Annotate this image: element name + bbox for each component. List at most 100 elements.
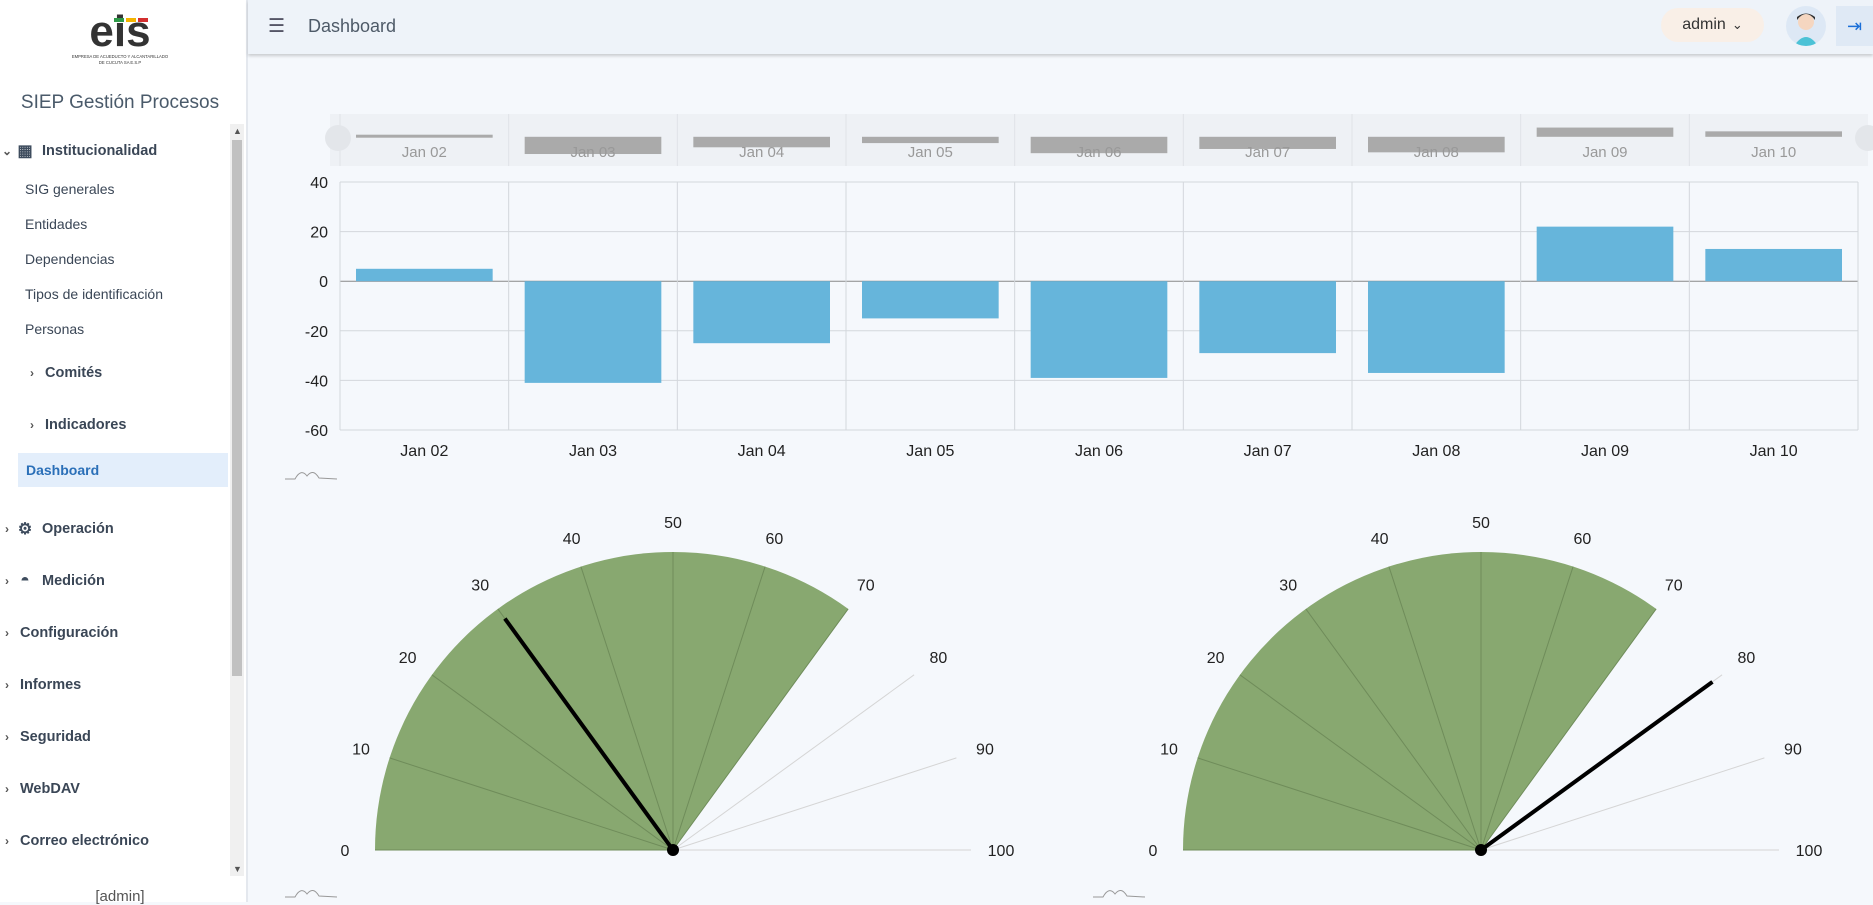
x-tick-label: Jan 07: [1244, 443, 1292, 460]
sidebar-item-indicadores[interactable]: › Indicadores: [0, 408, 228, 442]
user-label: admin: [1682, 16, 1726, 33]
gauge-band: [1183, 552, 1657, 850]
x-tick-label: Jan 02: [400, 443, 448, 460]
gauge-tick-label: 80: [1737, 650, 1755, 667]
gauge-tick-label: 50: [664, 515, 682, 532]
navigator-tick-label: Jan 10: [1751, 144, 1796, 161]
navigator-bar: [693, 136, 830, 148]
gauge-tick-label: 60: [1573, 531, 1591, 548]
chart-thumbnail-icon: [285, 884, 338, 898]
gauge-tick-label: 100: [988, 843, 1015, 860]
scroll-down-icon[interactable]: ▼: [233, 864, 242, 874]
bar: [693, 281, 830, 344]
gauge-tick-label: 70: [857, 578, 875, 595]
gauge-tick-line: [389, 757, 674, 851]
sidebar-item-seguridad[interactable]: › Seguridad: [0, 720, 228, 754]
top-header: ☰ Dashboard admin ⌄ ⇥: [248, 0, 1873, 54]
x-tick-label: Jan 10: [1750, 443, 1798, 460]
sidebar-item-label: Dependencias: [25, 251, 115, 267]
navigator-tick-label: Jan 06: [1076, 144, 1121, 161]
y-tick-label: 0: [319, 274, 328, 291]
sidebar-item-label: Configuración: [20, 625, 119, 641]
y-tick-label: -60: [305, 423, 328, 440]
gauge-tick-label: 70: [1665, 578, 1683, 595]
sidebar-menu: ⌄ ▦ Institucionalidad SIG generales Enti…: [0, 124, 228, 876]
gauge-tick-line: [580, 566, 674, 851]
sidebar-item-dependencias[interactable]: Dependencias: [0, 242, 228, 276]
chevron-right-icon: ›: [5, 574, 9, 588]
chevron-right-icon: ›: [5, 626, 9, 640]
gauge-tick-line: [1197, 757, 1482, 851]
sidebar: eis EMPRESA DE ACUEDUCTO Y ALCANTARILLAD…: [0, 0, 248, 905]
sidebar-item-entidades[interactable]: Entidades: [0, 207, 228, 241]
gauge-needle-pivot: [667, 844, 679, 856]
sidebar-item-label: Tipos de identificación: [25, 286, 164, 302]
y-tick-label: 20: [310, 225, 328, 242]
bar: [1705, 248, 1842, 282]
gauge-tick-label: 10: [1160, 742, 1178, 759]
navigator-bar: [1030, 136, 1168, 154]
bar-chart: Jan 02 Jan 03 Jan 04 Jan 05 Jan 06 Jan 07 Jan …: [305, 114, 1873, 460]
sidebar-scrollbar[interactable]: ▲ ▼: [230, 124, 244, 876]
scrollbar-thumb[interactable]: [232, 140, 242, 676]
gauge-tick-line: [1388, 566, 1482, 851]
gauge-tick-label: 20: [1207, 650, 1225, 667]
hamburger-icon[interactable]: ☰: [268, 16, 286, 37]
sidebar-item-label: WebDAV: [20, 781, 80, 797]
navigator-tick-label: Jan 05: [908, 144, 953, 161]
chart-thumbnail-icon: [285, 466, 338, 480]
gauge-tick-label: 90: [1784, 742, 1802, 759]
sidebar-item-sig-generales[interactable]: SIG generales: [0, 172, 228, 206]
gauge-tick-label: 0: [1149, 843, 1158, 860]
gauge-needle: [503, 617, 675, 852]
gauge-tick-label: 80: [929, 650, 947, 667]
gauge-chart-2: 0 10 20 30 40 50 60 70 80 90 100: [1149, 515, 1823, 860]
chevron-down-icon: ⌄: [1, 144, 13, 158]
navigator-tick-label: Jan 03: [570, 144, 615, 161]
building-icon: ▦: [17, 143, 33, 160]
bar: [1030, 281, 1168, 378]
gauge-tick-line: [1480, 757, 1765, 851]
sidebar-item-comites[interactable]: › Comités: [0, 356, 228, 390]
gauge-needle-pivot: [1475, 844, 1487, 856]
sidebar-item-correo[interactable]: › Correo electrónico: [0, 824, 228, 858]
x-tick-label: Jan 05: [906, 443, 954, 460]
sidebar-item-label: Indicadores: [45, 417, 127, 433]
x-tick-label: Jan 06: [1075, 443, 1123, 460]
logout-icon[interactable]: ⇥: [1836, 6, 1873, 46]
gauge-tick-label: 30: [471, 578, 489, 595]
x-tick-label: Jan 09: [1581, 443, 1629, 460]
gauge-band: [375, 552, 849, 850]
user-menu-button[interactable]: admin ⌄: [1661, 8, 1764, 42]
gauge-tick-line: [672, 757, 957, 851]
chevron-right-icon: ›: [5, 522, 9, 536]
sidebar-item-informes[interactable]: › Informes: [0, 668, 228, 702]
gauge-tick-line: [672, 566, 766, 851]
gauge-tick-label: 0: [341, 843, 350, 860]
sidebar-item-institucionalidad[interactable]: ⌄ ▦ Institucionalidad: [0, 134, 228, 168]
sidebar-item-operacion[interactable]: › ⚙ Operación: [0, 512, 228, 546]
sidebar-item-label: Institucionalidad: [42, 143, 158, 159]
sidebar-item-personas[interactable]: Personas: [0, 312, 228, 346]
x-tick-label: Jan 04: [738, 443, 786, 460]
avatar[interactable]: [1786, 6, 1826, 46]
gauge-tick-label: 60: [765, 531, 783, 548]
navigator-handle-right: [1855, 125, 1873, 151]
navigator-bar: [1536, 127, 1674, 137]
bar: [862, 281, 999, 319]
gauge-tick-line: [1239, 674, 1482, 851]
scroll-up-icon[interactable]: ▲: [233, 126, 242, 136]
sidebar-item-webdav[interactable]: › WebDAV: [0, 772, 228, 806]
chevron-right-icon: ›: [5, 782, 9, 796]
sidebar-item-medicion[interactable]: › ◓ Medición: [0, 564, 228, 598]
gauge-tick-line: [672, 608, 849, 851]
chevron-right-icon: ›: [5, 678, 9, 692]
bar: [356, 268, 493, 282]
bar: [1368, 281, 1505, 373]
sidebar-item-tipos-identificacion[interactable]: Tipos de identificación: [0, 277, 228, 311]
sidebar-item-dashboard[interactable]: Dashboard: [18, 453, 228, 487]
sidebar-item-configuracion[interactable]: › Configuración: [0, 616, 228, 650]
gauge-tick-label: 20: [399, 650, 417, 667]
svg-text:EMPRESA DE ACUEDUCTO Y ALCANTA: EMPRESA DE ACUEDUCTO Y ALCANTARILLADO: [72, 54, 169, 59]
svg-text:DE CUCUTA SA E.S.P: DE CUCUTA SA E.S.P: [99, 60, 141, 65]
